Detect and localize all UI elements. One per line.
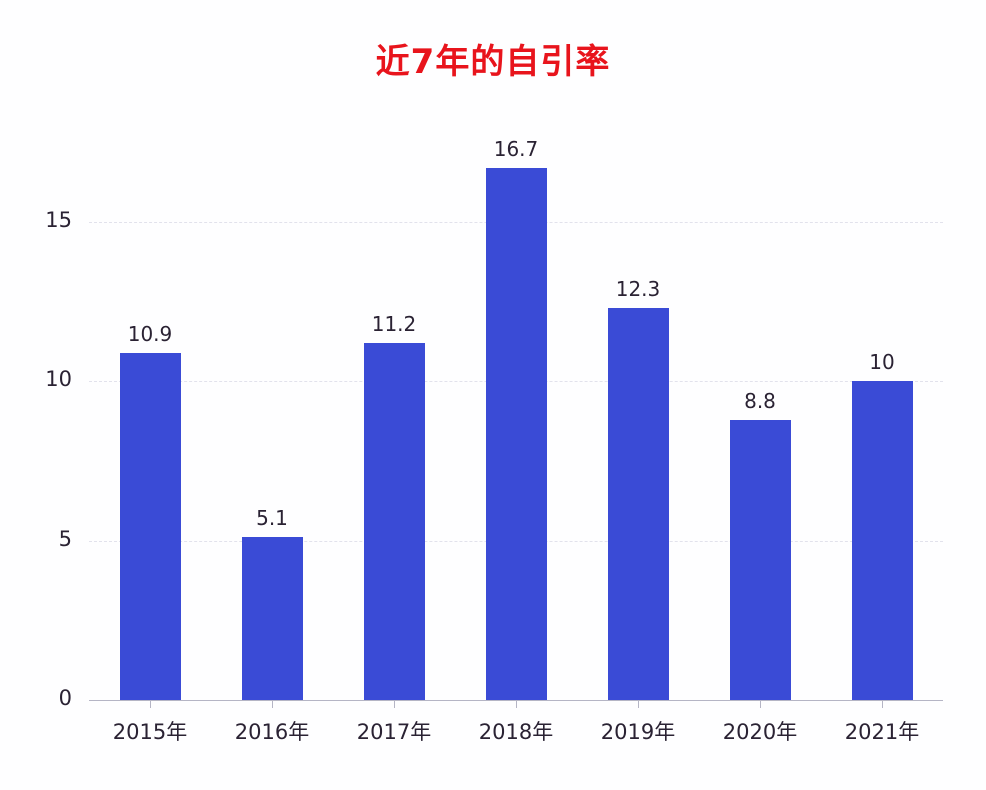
x-tick-label: 2017年 [356,720,432,744]
bar [363,343,425,700]
x-tick [882,701,883,708]
x-tick-label: 2016年 [234,720,310,744]
bar [851,381,913,700]
x-tick [272,701,273,708]
value-label: 12.3 [615,277,661,302]
x-tick-label: 2021年 [844,720,920,744]
y-tick-label: 5 [58,526,72,551]
value-label: 10 [869,350,895,375]
x-tick-label: 2019年 [600,720,676,744]
value-label: 16.7 [493,136,539,161]
x-tick [760,701,761,708]
bar [241,537,303,700]
y-tick-label: 0 [58,686,72,710]
x-tick-label: 2015年 [112,720,188,744]
value-label: 5.1 [256,506,288,531]
bar [729,419,791,700]
value-label: 10.9 [127,321,173,346]
x-tick-label: 2018年 [478,720,554,744]
x-tick [394,701,395,708]
chart-title: 近7年的自引率 [375,42,611,82]
x-tick-label: 2020年 [722,720,798,744]
value-label: 11.2 [371,312,417,337]
bar [485,167,547,700]
y-tick-label: 15 [45,208,72,232]
value-label: 8.8 [744,388,776,413]
x-tick [638,701,639,708]
bar [607,308,669,700]
x-tick [516,701,517,708]
x-tick [150,701,151,708]
y-tick-label: 10 [45,367,72,392]
x-axis-line [89,700,943,701]
bar [119,352,181,700]
